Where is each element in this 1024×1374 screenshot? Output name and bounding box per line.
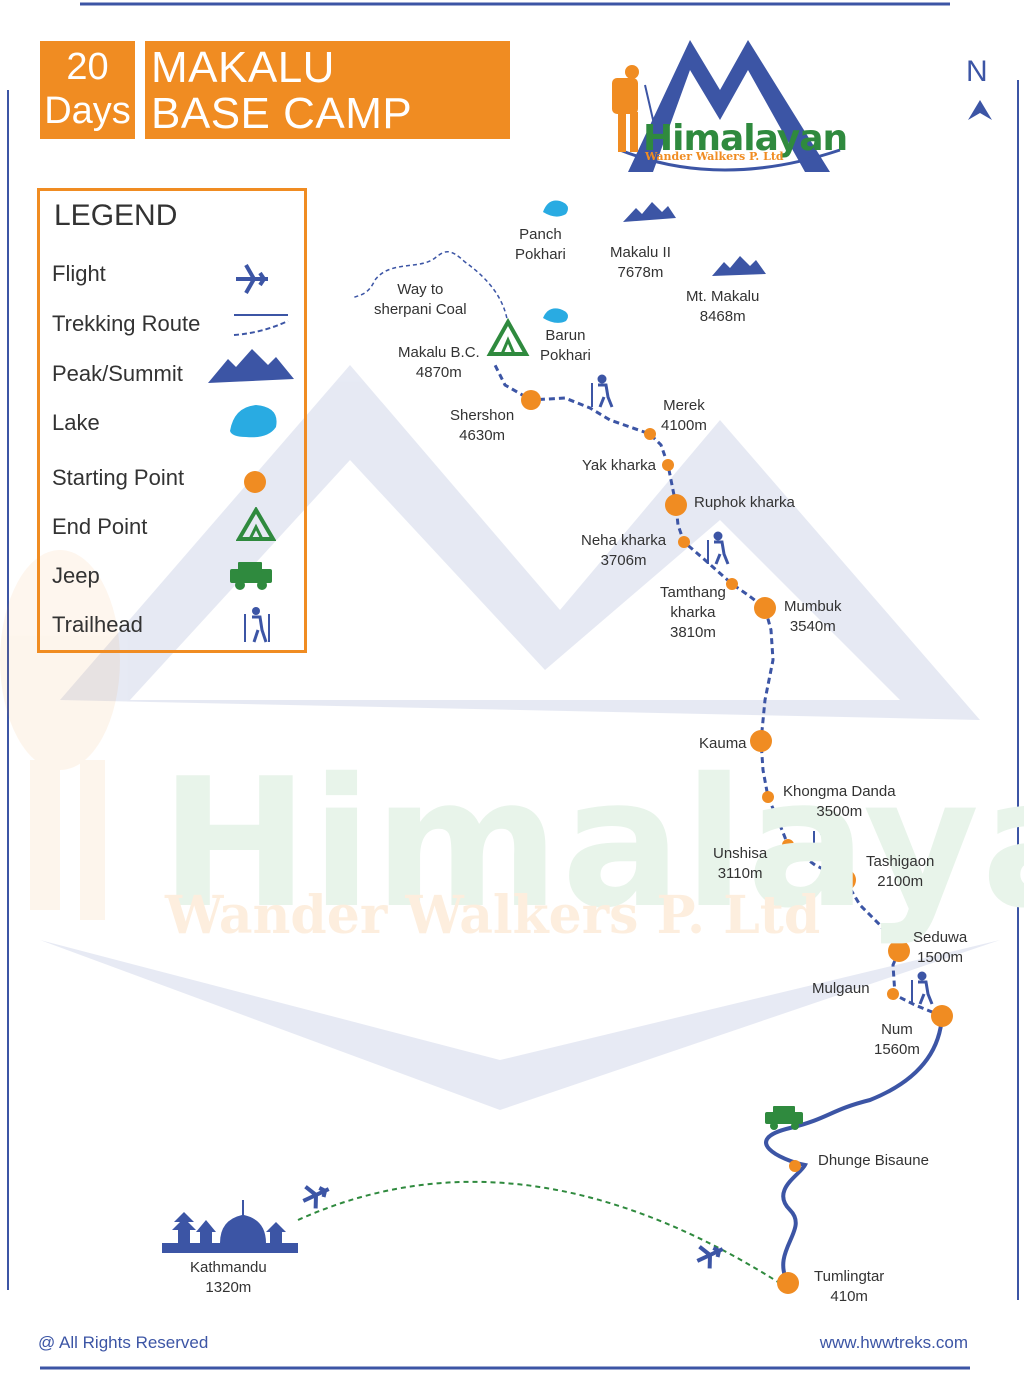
hiker-icon xyxy=(591,374,934,1005)
stop-neha-kharka[interactable] xyxy=(678,536,690,548)
legend-item-label: Trailhead xyxy=(52,612,143,637)
legend-item-label: Peak/Summit xyxy=(52,361,183,386)
stop-kauma[interactable] xyxy=(750,730,772,752)
label-kauma: Kauma xyxy=(699,735,747,752)
label-khongma-danda: Khongma Danda 3500m xyxy=(783,783,896,820)
watermark-name: Himalayan xyxy=(160,740,1024,947)
legend-item-flight: Flight xyxy=(52,261,106,287)
watermark-mountains xyxy=(40,365,1000,1110)
stop-shershon[interactable] xyxy=(521,390,541,410)
logo-hiker-icon xyxy=(612,65,661,152)
label-mulgaun: Mulgaun xyxy=(812,980,870,997)
label-yak-kharka: Yak kharka xyxy=(582,457,656,474)
title-line-2: BASE CAMP TREK xyxy=(151,89,412,184)
label-makalu-ii: Makalu II 7678m xyxy=(610,244,671,281)
legend-item-end-point: End Point xyxy=(52,514,147,540)
stop-mulgaun[interactable] xyxy=(887,988,899,1000)
label-tashigaon: Tashigaon 2100m xyxy=(866,853,935,890)
legend-item-label: Starting Point xyxy=(52,465,185,490)
jeep-route xyxy=(764,1015,944,1284)
stop-tumlingtar[interactable] xyxy=(777,1272,799,1294)
label-mumbuk: Mumbuk 3540m xyxy=(784,598,842,635)
lake-icon xyxy=(543,200,568,217)
label-unshisa: Unshisa 3110m xyxy=(713,845,768,882)
stop-dhunge-bisaune[interactable] xyxy=(789,1160,801,1172)
logo-mountains xyxy=(619,40,841,172)
legend-item-trailhead: Trailhead xyxy=(52,612,143,638)
stop-tamthang-kharka[interactable] xyxy=(726,578,738,590)
title-main-box: MAKALU BASE CAMP TREK xyxy=(145,41,510,183)
label-ruphok-kharka: Ruphok kharka xyxy=(694,494,795,511)
label-merek: Merek 4100m xyxy=(661,397,707,434)
footer-website-link[interactable]: www.hwwtreks.com xyxy=(819,1333,968,1352)
stop-seduwa[interactable] xyxy=(888,940,910,962)
watermark-tagline: Wander Walkers P. Ltd xyxy=(165,885,821,946)
label-tumlingtar: Tumlingtar 410m xyxy=(814,1268,885,1305)
label-neha-kharka: Neha kharka 3706m xyxy=(581,532,667,569)
airplane-icon xyxy=(236,264,268,294)
flight-route xyxy=(297,1180,779,1283)
legend-item-label: Flight xyxy=(52,261,106,286)
airplane-icon xyxy=(302,1185,724,1269)
trekking-route xyxy=(493,364,943,1018)
label-kathmandu: Kathmandu 1320m xyxy=(190,1259,267,1296)
footer-rights: @ All Rights Reserved xyxy=(38,1333,209,1352)
sherpani-col-route xyxy=(351,251,509,326)
label-tamthang-kharka: Tamthang kharka 3810m xyxy=(660,584,726,641)
label-mt-makalu: Mt. Makalu 8468m xyxy=(686,288,760,325)
legend-title: LEGEND xyxy=(54,199,178,232)
legend-item-lake: Lake xyxy=(52,410,100,436)
route-lines-icon xyxy=(233,314,289,336)
legend-item-label: Jeep xyxy=(52,563,100,588)
label-num: Num 1560m xyxy=(874,1021,920,1058)
title-line-1: MAKALU xyxy=(151,43,335,92)
mountain-peak-icon xyxy=(208,349,294,383)
label-panch-pokhari: Panch Pokhari xyxy=(515,226,566,263)
days-word: Days xyxy=(44,90,131,132)
lake-icon xyxy=(230,405,277,438)
days-number: 20 xyxy=(66,46,109,88)
legend-item-label: Lake xyxy=(52,410,100,435)
kathmandu-skyline-icon xyxy=(162,1200,298,1253)
lake-icon xyxy=(543,308,568,323)
label-makalu-bc: Makalu B.C. 4870m xyxy=(398,344,480,381)
legend: LEGEND Flight Trekking Route Peak/Summit… xyxy=(37,188,307,653)
label-dhunge-bisaune: Dhunge Bisaune xyxy=(818,1152,929,1169)
stop-mumbuk[interactable] xyxy=(754,597,776,619)
legend-item-trekking-route: Trekking Route xyxy=(52,311,200,337)
legend-item-label: Trekking Route xyxy=(52,311,201,336)
orange-dot-icon xyxy=(244,471,266,493)
legend-item-label: End Point xyxy=(52,514,148,539)
legend-item-jeep: Jeep xyxy=(52,563,100,589)
north-arrow-icon xyxy=(968,100,992,120)
jeep-icon xyxy=(765,1106,803,1130)
stop-num[interactable] xyxy=(931,1005,953,1027)
label-shershon: Shershon 4630m xyxy=(450,407,515,444)
stop-merek[interactable] xyxy=(644,428,656,440)
tent-icon xyxy=(236,507,276,541)
legend-item-starting-point: Starting Point xyxy=(52,465,184,491)
logo-name: Himalayan xyxy=(643,118,848,159)
legend-item-peak: Peak/Summit xyxy=(52,361,183,387)
stop-yak-kharka[interactable] xyxy=(662,459,674,471)
mountain-peak-icon xyxy=(623,202,766,276)
north-label: N xyxy=(966,55,988,88)
jeep-icon xyxy=(230,562,272,590)
stop-tashigaon[interactable] xyxy=(834,869,856,891)
label-way-to-sherpani: Way to sherpani Coal xyxy=(374,281,467,318)
stop-khongma-danda[interactable] xyxy=(762,791,774,803)
tent-icon xyxy=(486,317,530,356)
label-seduwa: Seduwa 1500m xyxy=(913,929,968,966)
watermark-hiker xyxy=(0,550,120,920)
stop-unshisa[interactable] xyxy=(782,839,794,851)
logo-tagline: Wander Walkers P. Ltd xyxy=(645,150,784,163)
stop-ruphok-kharka[interactable] xyxy=(665,494,687,516)
route-stops xyxy=(521,390,953,1294)
title-days-box: 20 Days xyxy=(40,41,135,139)
hiker-icon xyxy=(244,607,270,643)
label-barun-pokhari: Barun Pokhari xyxy=(540,327,591,364)
